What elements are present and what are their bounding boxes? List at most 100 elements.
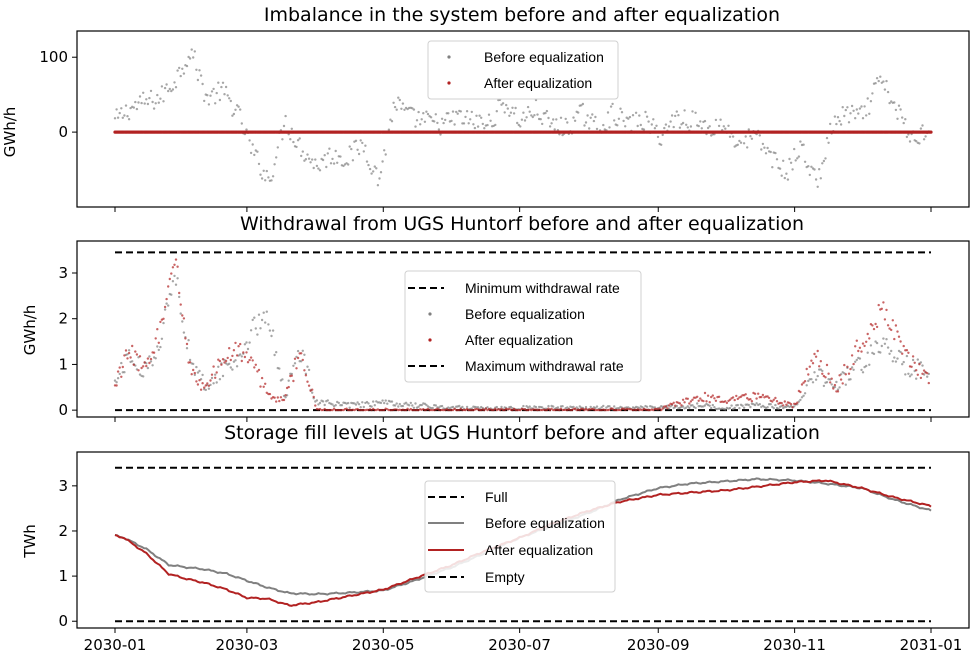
data-point	[866, 332, 869, 336]
data-point	[459, 110, 462, 113]
data-point	[896, 117, 899, 121]
data-point	[595, 127, 599, 131]
data-point	[854, 117, 857, 120]
data-point	[157, 341, 160, 344]
data-point	[182, 317, 186, 320]
data-point	[165, 302, 168, 305]
data-point	[131, 344, 134, 348]
data-point	[819, 360, 822, 363]
withdrawal-plot-area	[113, 251, 931, 412]
data-point	[893, 101, 896, 104]
data-point	[793, 147, 796, 151]
data-point	[260, 376, 264, 380]
data-point	[126, 115, 129, 118]
data-point	[552, 118, 555, 121]
data-point	[434, 404, 437, 407]
data-point	[670, 114, 674, 117]
legend-label-empty: Empty	[485, 569, 525, 585]
data-point	[874, 322, 877, 326]
data-point	[249, 329, 253, 332]
data-point	[885, 308, 888, 312]
data-point	[182, 331, 186, 334]
data-point	[303, 159, 306, 162]
data-point	[858, 107, 862, 110]
data-point	[179, 312, 182, 315]
data-point	[483, 408, 486, 412]
legend-label-before-equalization: Before equalization	[485, 515, 605, 531]
data-point	[766, 395, 769, 398]
data-point	[719, 118, 722, 121]
data-point	[866, 97, 869, 100]
data-point	[331, 403, 334, 406]
data-point	[874, 82, 877, 85]
data-point	[577, 111, 580, 114]
data-point	[882, 337, 885, 340]
data-point	[307, 384, 311, 387]
data-point	[311, 391, 314, 394]
data-point	[199, 388, 203, 391]
data-point	[143, 102, 146, 105]
data-point	[727, 124, 730, 128]
data-point	[559, 116, 563, 120]
data-point	[411, 107, 414, 110]
imbalance-axes-frame	[76, 30, 970, 208]
data-point	[706, 394, 710, 397]
data-point	[406, 407, 409, 410]
data-point	[564, 117, 567, 121]
data-point	[404, 401, 408, 404]
data-point	[393, 404, 397, 407]
data-point	[201, 373, 204, 377]
data-point	[869, 100, 873, 103]
data-point	[500, 103, 503, 106]
data-point	[642, 128, 646, 131]
data-point	[620, 111, 624, 114]
x-tick-label: 2030-05	[352, 636, 415, 654]
data-point	[594, 115, 597, 119]
data-point	[458, 404, 461, 408]
data-point	[190, 48, 193, 51]
data-point	[392, 101, 395, 105]
data-point	[181, 67, 184, 71]
data-point	[785, 403, 788, 406]
data-point	[171, 88, 175, 91]
data-point	[188, 361, 192, 364]
data-point	[329, 162, 333, 165]
data-point	[138, 355, 142, 358]
data-point	[239, 353, 242, 356]
data-point	[154, 102, 157, 105]
data-point	[262, 169, 265, 172]
data-point	[774, 396, 777, 400]
data-point	[710, 395, 713, 399]
data-point	[605, 406, 608, 409]
data-point	[339, 155, 342, 158]
data-point	[142, 91, 145, 95]
data-point	[275, 351, 278, 354]
data-point	[224, 359, 228, 363]
data-point	[810, 359, 813, 362]
data-point	[276, 396, 279, 399]
data-point	[886, 346, 890, 349]
data-point	[861, 371, 865, 374]
legend-label-after-equalization: After equalization	[465, 332, 573, 348]
data-point	[138, 95, 142, 98]
data-point	[387, 128, 391, 131]
data-point	[281, 138, 284, 141]
data-point	[829, 381, 832, 384]
data-point	[901, 116, 904, 119]
data-point	[312, 166, 315, 170]
data-point	[389, 118, 392, 121]
data-point	[696, 395, 699, 398]
data-point	[791, 168, 794, 171]
data-point	[204, 388, 207, 392]
data-point	[775, 400, 779, 403]
data-point	[253, 366, 256, 369]
data-point	[528, 110, 531, 113]
data-point	[368, 167, 372, 171]
data-point	[760, 395, 763, 399]
data-point	[767, 396, 771, 400]
data-point	[134, 100, 137, 104]
data-point	[865, 114, 868, 117]
data-point	[323, 154, 326, 157]
data-point	[372, 400, 375, 403]
data-point	[408, 404, 411, 407]
